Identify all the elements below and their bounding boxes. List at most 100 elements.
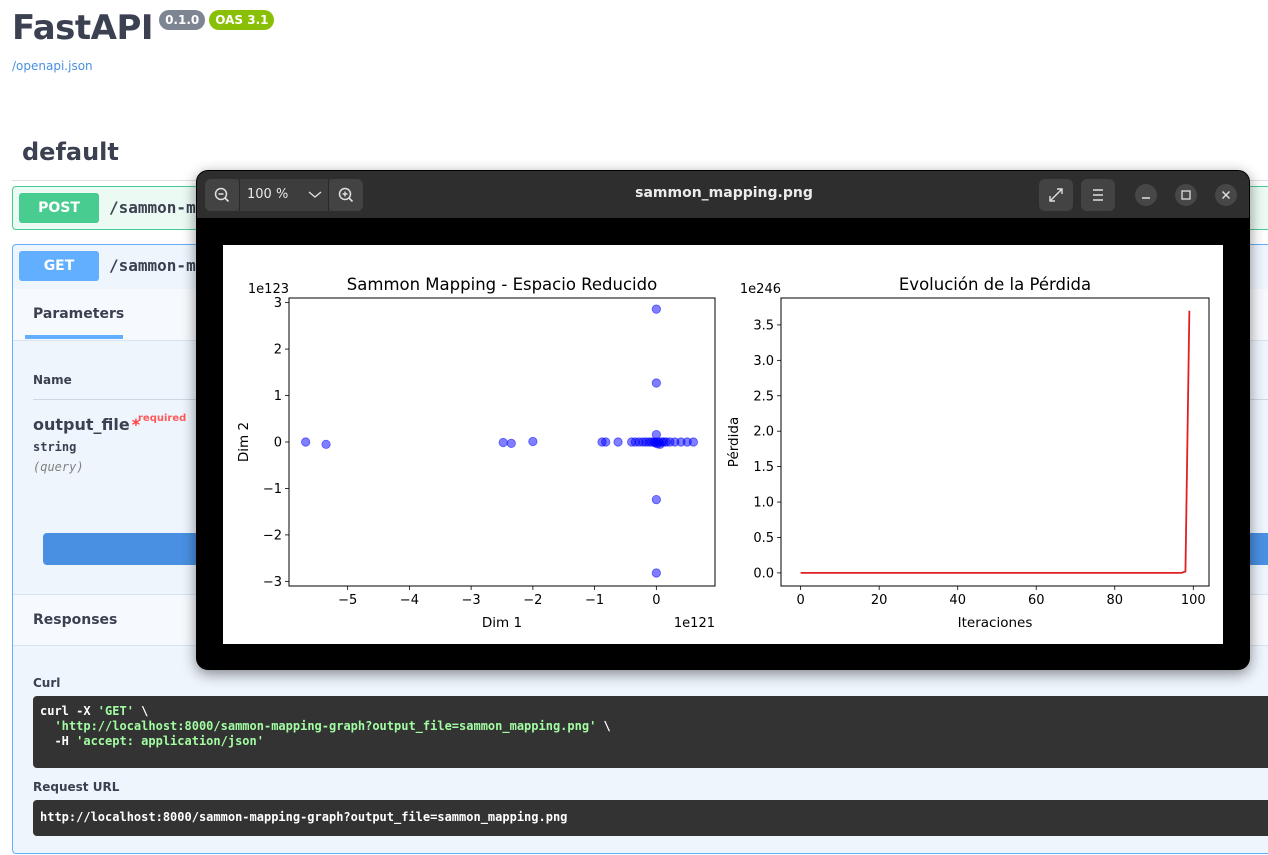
chart1-point [301,437,311,447]
chart1-y-axis-label: Dim 2 [236,422,252,462]
curl-header-flag: -H [40,734,77,748]
zoom-control: 100 % [205,179,363,211]
zoom-out-icon [214,187,230,203]
chart2-y-tick-label: 3.0 [753,354,774,369]
viewer-title: sammon_mapping.png [635,185,813,201]
curl-continuation: \ [133,704,149,718]
menu-button[interactable] [1081,179,1115,211]
chart2-y-tick-label: 0.5 [753,531,774,546]
chart1-point [601,437,611,447]
chart1-plot-frame [288,297,716,587]
viewer-headerbar: 100 % sammon_mapping.png [197,171,1249,218]
chart2-plot-frame [780,297,1210,587]
oas-badge: OAS 3.1 [209,10,275,30]
chart2-x-tick-label: 100 [1181,593,1206,608]
chart1-point [651,568,661,578]
chart1-point [651,304,661,314]
method-badge-get: GET [19,251,99,281]
maximize-button[interactable] [1175,184,1197,206]
param-name: output_file * [33,415,140,434]
chart1-point [506,438,516,448]
param-location: (query) [33,460,84,474]
responses-title: Responses [33,612,118,628]
tab-parameters[interactable]: Parameters [33,306,125,322]
chart1-y-tick-label: −1 [263,482,282,497]
chart1-y-tick-label: −3 [263,575,282,590]
chart2-x-tick-label: 40 [949,593,966,608]
chart1-x-tick-label: −2 [523,593,542,608]
operation-path: /sammon-ma [109,198,206,217]
section-tag-default[interactable]: default [22,138,119,166]
request-url-label: Request URL [33,780,120,794]
curl-command: curl -X [40,704,98,718]
curl-url: 'http://localhost:8000/sammon-mapping-gr… [54,719,597,733]
chart1-y-tick-label: 0 [274,436,282,451]
image-canvas[interactable]: −5 −4 −3 −2 −1 0 −3 −2 −1 0 1 2 3 Sammon Mapping - Es… [197,218,1249,669]
version-badge: 0.1.0 [159,10,206,30]
chart1-point [651,429,661,440]
close-button[interactable] [1215,184,1237,206]
chart2-x-tick-label: 80 [1106,593,1123,608]
chevron-down-icon[interactable] [304,183,326,205]
fullscreen-icon [1049,188,1063,202]
chart2-y-tick-label: 1.0 [753,496,774,511]
curl-header-value: 'accept: application/json' [76,734,264,748]
request-url-block[interactable]: http://localhost:8000/sammon-mapping-gra… [33,800,1268,836]
chart1-x-offset-text: 1e121 [674,616,715,631]
name-column-header: Name [33,373,72,387]
chart1-point [651,495,661,505]
chart1-x-tick-label: 0 [652,593,660,608]
chart1-x-tick-label: −1 [585,593,604,608]
app-title: FastAPI [12,8,154,48]
figure-image: −5 −4 −3 −2 −1 0 −3 −2 −1 0 1 2 3 Sammon Mapping - Es… [223,245,1223,644]
required-label: required [138,413,187,424]
chart1-y-tick-label: 2 [274,343,282,358]
zoom-in-button[interactable] [329,179,363,211]
zoom-separator [328,179,329,211]
chart1-point [688,437,698,447]
app-header: FastAPI 0.1.0 OAS 3.1 [12,8,275,48]
chart1-point [613,437,623,447]
chart2-y-tick-label: 0.0 [753,566,774,581]
chart2-title: Evolución de la Pérdida [899,275,1091,294]
zoom-separator [239,179,240,211]
chart1-y-tick-label: 3 [274,296,282,311]
fullscreen-button[interactable] [1039,179,1073,211]
chart1-title: Sammon Mapping - Espacio Reducido [347,275,657,294]
chart2-x-tick-label: 60 [1028,593,1045,608]
method-badge-post: POST [19,193,99,223]
close-icon [1222,191,1230,199]
minimize-button[interactable] [1135,184,1157,206]
zoom-level[interactable]: 100 % [247,187,289,202]
chart1-x-axis-label: Dim 1 [482,615,522,631]
chart1-point [651,378,661,388]
chart1-point [498,437,508,448]
chart2-series-line [800,310,1191,574]
curl-code-block[interactable]: curl -X 'GET' \ 'http://localhost:8000/s… [33,696,1268,768]
chart2-y-tick-label: 1.5 [753,460,774,475]
zoom-in-icon [338,187,354,203]
curl-label: Curl [33,676,61,690]
minimize-icon [1142,197,1150,199]
figure-svg: −5 −4 −3 −2 −1 0 −3 −2 −1 0 1 2 3 Sammon Mapping - Es… [236,275,1210,631]
chart2-y-tick-label: 2.0 [753,425,774,440]
maximize-icon [1181,190,1191,200]
chart2-x-axis-label: Iteraciones [958,615,1033,631]
param-name-text: output_file [33,415,130,434]
chart1-x-tick-label: −4 [400,593,419,608]
chart2-y-offset-text: 1e246 [740,282,781,297]
chart1-point [321,439,331,449]
param-type: string [33,440,77,454]
image-viewer-window: 100 % sammon_mapping.png [196,170,1250,670]
chart1-y-tick-label: 1 [274,389,282,404]
chart1-y-tick-label: −2 [263,528,282,543]
openapi-link[interactable]: /openapi.json [12,59,93,73]
chart1-x-tick-label: −5 [338,593,357,608]
curl-continuation: \ [596,719,611,733]
curl-method: 'GET' [97,704,134,718]
chart2-x-tick-label: 20 [871,593,888,608]
chart2-y-axis-label: Pérdida [726,417,742,467]
chart1-x-tick-label: −3 [462,593,481,608]
menu-icon [1093,189,1103,201]
zoom-out-button[interactable] [205,179,239,211]
